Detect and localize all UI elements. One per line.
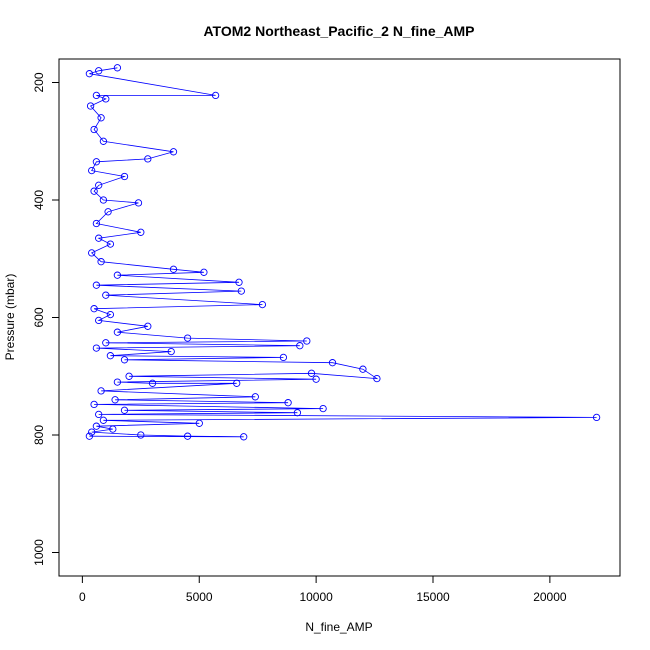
data-point xyxy=(95,181,103,189)
series-line xyxy=(89,67,597,438)
data-point xyxy=(195,419,203,427)
data-point xyxy=(120,356,129,364)
data-point xyxy=(90,187,98,195)
data-point xyxy=(373,374,381,383)
data-point xyxy=(102,95,110,103)
x-tick-label: 20000 xyxy=(533,590,567,604)
data-point xyxy=(95,316,103,325)
data-point xyxy=(85,432,94,440)
plot-area xyxy=(85,64,601,441)
data-point xyxy=(85,70,94,78)
data-point xyxy=(113,64,122,72)
data-point xyxy=(258,300,267,309)
data-point xyxy=(183,432,192,440)
x-axis-label: N_fine_AMP xyxy=(305,620,372,634)
data-point xyxy=(167,347,175,356)
data-point xyxy=(237,287,245,295)
data-point xyxy=(211,91,220,100)
data-point xyxy=(92,219,101,228)
data-point xyxy=(125,372,133,380)
data-point xyxy=(90,400,98,409)
data-point xyxy=(235,278,243,286)
data-point xyxy=(240,433,248,441)
data-point xyxy=(144,155,152,163)
data-point xyxy=(113,378,122,386)
data-point xyxy=(312,375,320,383)
data-point xyxy=(137,228,145,236)
data-point xyxy=(99,416,108,424)
data-point xyxy=(148,379,157,387)
data-point xyxy=(102,339,110,347)
data-point xyxy=(328,359,337,367)
y-tick-label: 400 xyxy=(32,190,46,210)
data-point xyxy=(284,399,292,407)
y-tick-label: 600 xyxy=(32,307,46,327)
data-point xyxy=(86,102,95,110)
data-point xyxy=(120,172,129,181)
data-point xyxy=(99,196,108,204)
data-point xyxy=(183,334,192,342)
data-point xyxy=(95,410,103,419)
x-tick-label: 5000 xyxy=(186,590,213,604)
data-point xyxy=(92,344,101,352)
x-tick-label: 10000 xyxy=(299,590,333,604)
data-point xyxy=(303,337,311,345)
chart-title: ATOM2 Northeast_Pacific_2 N_fine_AMP xyxy=(203,23,474,39)
y-tick-label: 800 xyxy=(32,425,46,445)
data-point xyxy=(90,305,98,313)
data-point xyxy=(95,67,103,75)
data-point xyxy=(88,166,96,175)
data-point xyxy=(97,387,105,395)
data-point xyxy=(134,199,143,207)
data-point xyxy=(296,342,304,350)
y-axis: 200 400 600 800 1000 xyxy=(32,72,59,566)
data-point xyxy=(592,413,601,422)
x-tick-label: 15000 xyxy=(416,590,450,604)
data-point xyxy=(99,137,108,145)
data-point xyxy=(111,396,119,404)
data-point xyxy=(92,281,101,289)
data-point xyxy=(88,249,96,257)
y-tick-label: 200 xyxy=(32,72,46,92)
y-tick-label: 1000 xyxy=(32,539,46,566)
data-point xyxy=(169,265,178,273)
data-point xyxy=(109,425,117,433)
data-point xyxy=(102,291,110,299)
data-point xyxy=(113,328,122,336)
data-point xyxy=(307,369,316,377)
data-point xyxy=(90,125,98,134)
x-axis: 0 5000 10000 15000 20000 xyxy=(79,576,567,604)
data-point xyxy=(106,352,115,360)
y-axis-label: Pressure (mbar) xyxy=(3,274,17,361)
data-point xyxy=(104,208,112,216)
data-point xyxy=(88,428,96,436)
data-point xyxy=(92,91,101,100)
data-point xyxy=(97,114,105,122)
plot-frame xyxy=(58,58,621,577)
data-point xyxy=(279,353,288,362)
data-point xyxy=(319,404,327,413)
data-point xyxy=(251,393,259,401)
data-point xyxy=(95,234,103,242)
data-point xyxy=(120,406,129,414)
data-point xyxy=(233,379,241,387)
data-point xyxy=(92,158,101,166)
data-point xyxy=(293,409,302,417)
x-tick-label: 0 xyxy=(79,590,86,604)
data-point xyxy=(359,365,367,373)
data-point xyxy=(113,271,122,279)
data-point xyxy=(137,431,145,439)
data-point xyxy=(97,258,105,266)
data-point xyxy=(144,322,152,330)
data-point xyxy=(106,310,115,319)
data-point xyxy=(92,422,101,430)
data-point xyxy=(106,240,115,248)
data-point xyxy=(200,268,208,276)
data-point xyxy=(169,148,178,156)
